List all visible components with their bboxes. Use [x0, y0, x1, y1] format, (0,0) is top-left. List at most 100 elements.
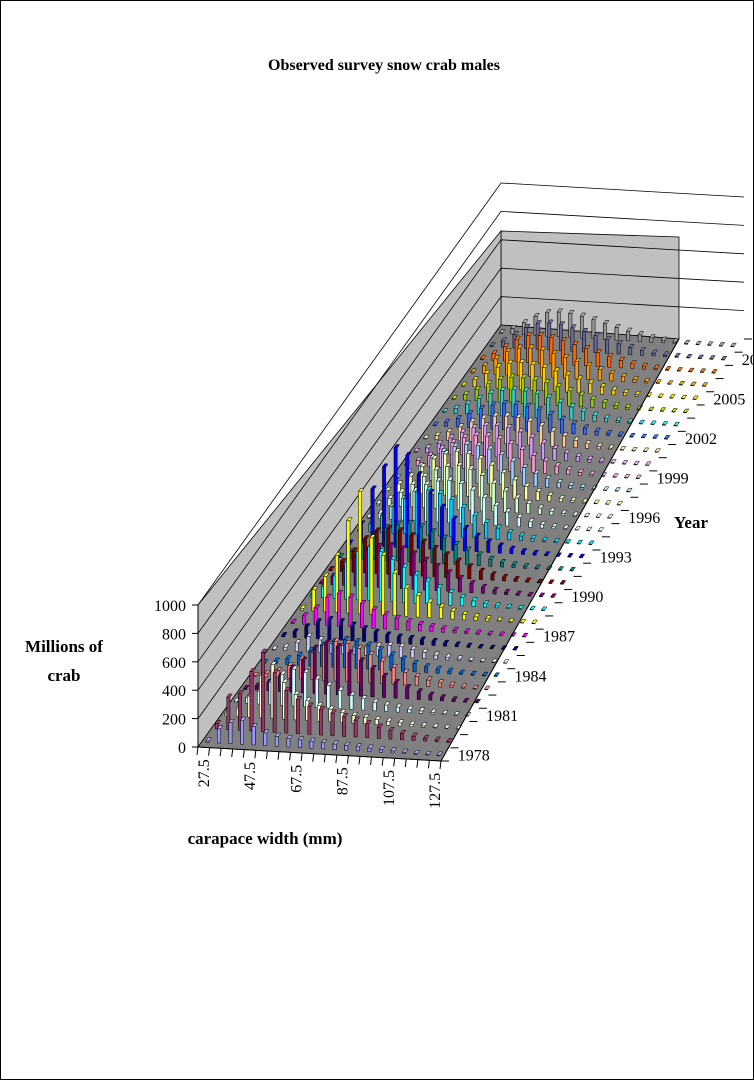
- bar-1984-102.5: [435, 665, 443, 674]
- x-tick-label: 27.5: [196, 759, 213, 787]
- bar-1996-32.5: [387, 494, 394, 507]
- bar-1999-57.5: [473, 431, 480, 471]
- bar-2009-32.5: [510, 324, 517, 335]
- bar-1988-77.5: [415, 591, 423, 618]
- bar-1983-107.5: [437, 678, 445, 688]
- bar-1993-107.5: [532, 549, 539, 556]
- bar-1992-102.5: [511, 560, 518, 569]
- bar-2007-52.5: [537, 331, 545, 364]
- bar-1985-27.5: [271, 645, 279, 651]
- y-tick-label: 2005: [713, 391, 745, 408]
- bar-1978-107.5: [390, 746, 397, 754]
- bar-1986-52.5: [338, 617, 346, 641]
- bar-2005-102.5: [634, 390, 641, 397]
- bar-2002-82.5: [559, 415, 567, 434]
- bar-2008-117.5: [697, 354, 705, 360]
- bar-2005-37.5: [484, 369, 491, 389]
- bar-2008-112.5: [686, 353, 693, 359]
- bar-1978-102.5: [378, 745, 386, 753]
- bar-1988-72.5: [404, 584, 411, 618]
- bar-2009-67.5: [591, 315, 598, 340]
- bar-1990-92.5: [469, 579, 476, 594]
- bar-1995-112.5: [562, 524, 570, 531]
- bar-1984-107.5: [447, 667, 454, 675]
- bar-2007-87.5: [618, 356, 626, 369]
- bar-2000-112.5: [610, 458, 617, 465]
- bar-1981-97.5: [395, 703, 403, 713]
- bar-1997-122.5: [605, 499, 612, 506]
- bar-1979-47.5: [261, 648, 268, 733]
- bar-2003-97.5: [604, 414, 611, 423]
- bar-2005-32.5: [472, 375, 479, 388]
- bar-1999-122.5: [624, 473, 631, 479]
- z-tick-label: 200: [162, 712, 186, 729]
- bar-2008-107.5: [674, 352, 681, 359]
- bar-1989-92.5: [459, 593, 467, 607]
- bar-2003-92.5: [592, 411, 599, 422]
- bar-1978-52.5: [263, 728, 270, 747]
- bar-1978-117.5: [413, 749, 421, 755]
- bar-2007-97.5: [641, 362, 649, 370]
- bar-1983-77.5: [368, 650, 375, 684]
- bar-2004-27.5: [451, 394, 458, 401]
- bar-1989-102.5: [483, 599, 490, 608]
- bar-1995-117.5: [574, 525, 581, 531]
- bar-1994-97.5: [518, 531, 526, 542]
- bar-1988-102.5: [473, 612, 480, 622]
- y-tick-label: 1993: [600, 550, 632, 567]
- bar-1998-122.5: [614, 486, 621, 492]
- y-tick-label: 1990: [571, 589, 603, 606]
- bar-2002-37.5: [455, 414, 463, 428]
- y-axis-title: Year: [674, 513, 708, 532]
- bar-1987-97.5: [452, 626, 459, 634]
- bar-1986-97.5: [443, 639, 450, 647]
- bar-2009-107.5: [683, 339, 691, 345]
- bar-1985-47.5: [317, 635, 325, 654]
- bar-1979-82.5: [342, 712, 349, 738]
- bar-1982-112.5: [439, 693, 447, 702]
- bar-1982-92.5: [393, 678, 401, 699]
- bar-1980-122.5: [444, 723, 451, 730]
- bar-2002-32.5: [444, 418, 451, 428]
- bar-1985-107.5: [456, 654, 464, 662]
- y-tick-label: 1978: [458, 747, 490, 764]
- bar-1988-82.5: [427, 598, 434, 619]
- bar-2007-117.5: [688, 367, 695, 373]
- bar-1978-62.5: [286, 734, 293, 748]
- bar-1989-117.5: [517, 604, 525, 610]
- bar-2005-117.5: [669, 393, 676, 399]
- bar-1992-112.5: [534, 564, 542, 570]
- bar-2001-127.5: [654, 447, 661, 453]
- bar-1987-62.5: [371, 605, 378, 629]
- bar-1993-72.5: [451, 515, 458, 552]
- bar-1995-97.5: [528, 517, 535, 529]
- bar-1990-52.5: [376, 542, 384, 589]
- bar-1984-77.5: [377, 645, 385, 671]
- bar-1994-107.5: [541, 536, 549, 543]
- bar-1985-97.5: [433, 651, 441, 660]
- bar-1999-97.5: [566, 465, 573, 476]
- bar-2003-77.5: [557, 398, 565, 420]
- bar-1985-112.5: [468, 656, 475, 662]
- bar-2003-102.5: [615, 416, 623, 424]
- bar-1998-102.5: [568, 481, 575, 490]
- bar-1988-27.5: [300, 604, 307, 612]
- y-tick-label: 1984: [515, 668, 547, 685]
- bar-2009-87.5: [637, 330, 645, 343]
- bar-1996-82.5: [503, 486, 510, 513]
- bar-2009-117.5: [707, 340, 714, 347]
- bar-1982-127.5: [474, 698, 482, 704]
- bar-1978-67.5: [297, 735, 305, 749]
- bar-1993-57.5: [416, 470, 424, 550]
- bar-2008-72.5: [593, 331, 600, 354]
- bars-layer: [205, 307, 737, 757]
- bar-1979-52.5: [272, 668, 280, 734]
- bar-2001-77.5: [538, 421, 546, 447]
- bar-2003-107.5: [627, 418, 634, 424]
- bar-1997-27.5: [385, 486, 392, 493]
- bar-1980-97.5: [386, 717, 393, 726]
- bar-1992-77.5: [453, 540, 461, 566]
- bar-2006-82.5: [597, 365, 605, 382]
- bar-1993-92.5: [497, 542, 505, 554]
- bar-1991-112.5: [525, 576, 532, 583]
